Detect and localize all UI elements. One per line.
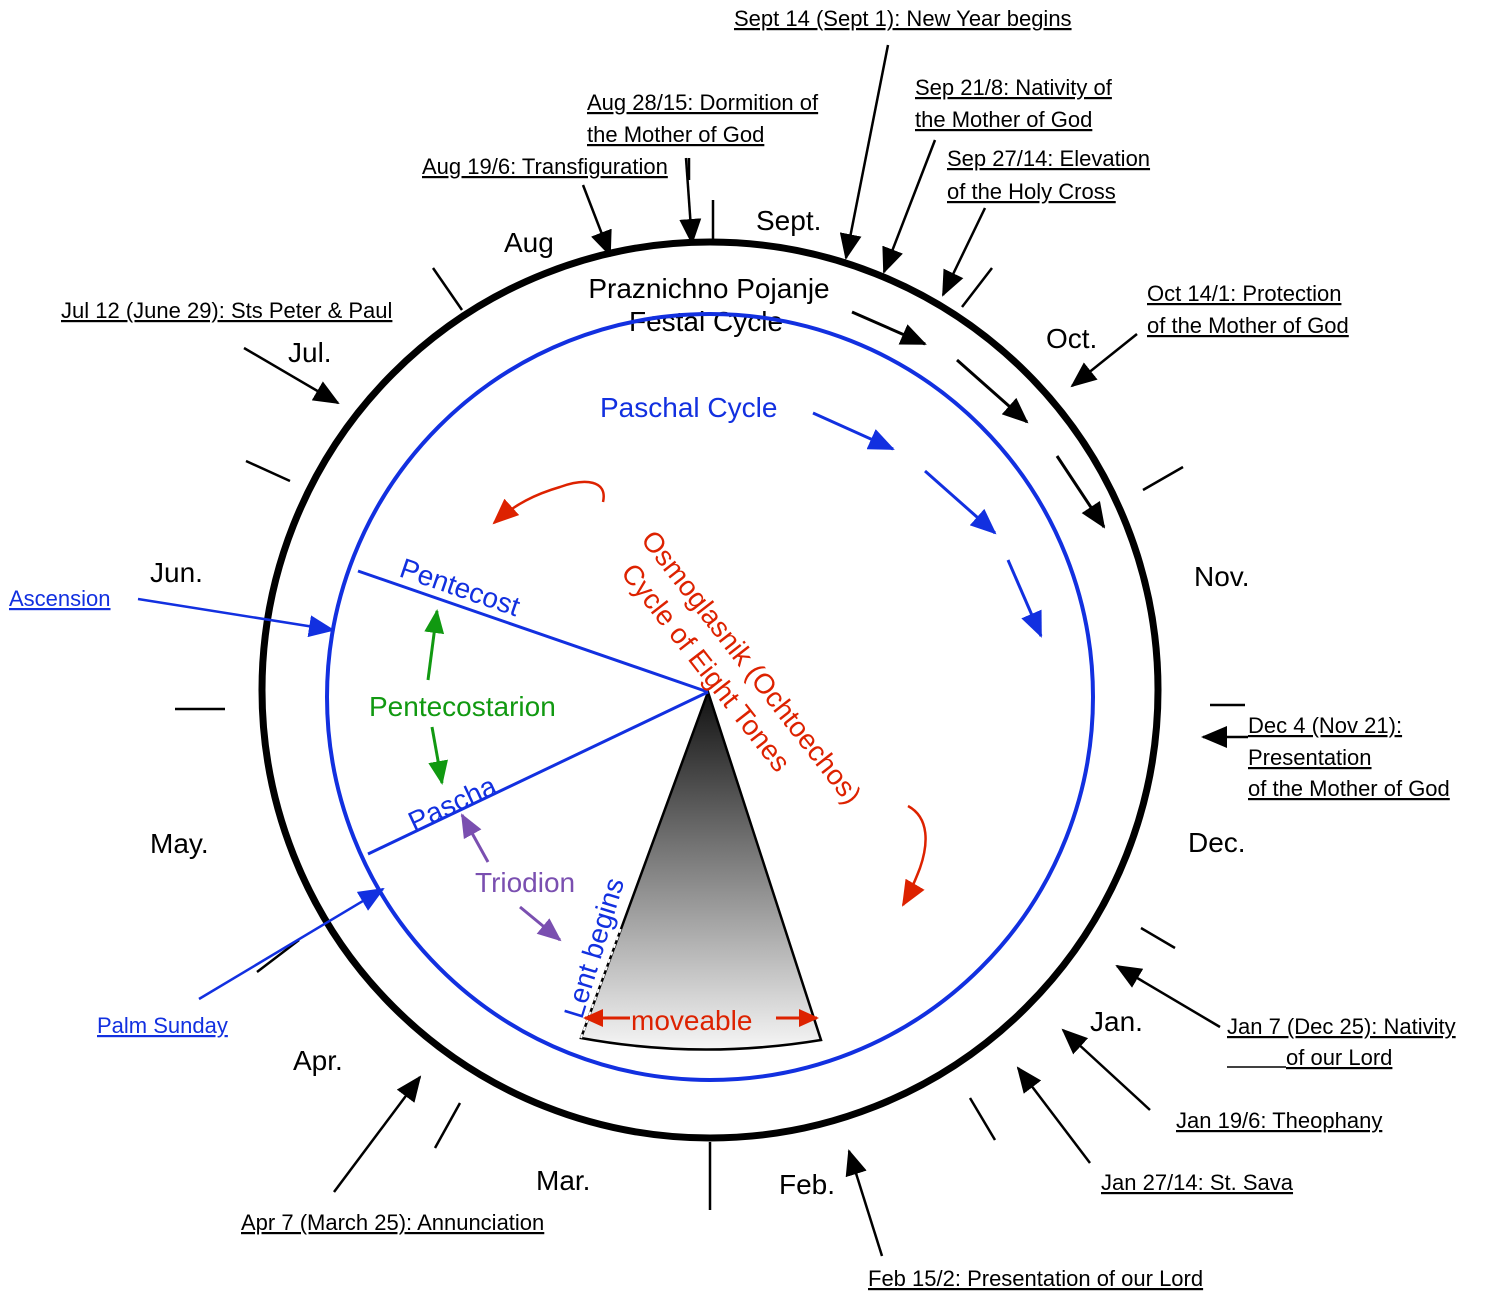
label-dormition-2: the Mother of God <box>587 122 764 147</box>
label-transfiguration: Aug 19/6: Transfiguration <box>422 154 668 179</box>
label-new-year: Sept 14 (Sept 1): New Year begins <box>734 6 1072 31</box>
label-nativity-mog-1: Sep 21/8: Nativity of <box>915 75 1113 100</box>
ascension-arrow <box>137 597 335 638</box>
label-presentation-mog-3: of the Mother of God <box>1248 776 1450 801</box>
arrow-theophany <box>1061 1028 1151 1111</box>
arrow-transfiguration <box>581 184 612 257</box>
palm-sunday-label: Palm Sunday <box>97 1013 228 1038</box>
arrow-nativity-mog <box>882 139 937 274</box>
arrow-annunciation <box>332 1075 422 1193</box>
month-jun: Jun. <box>150 557 203 588</box>
tick-aug <box>431 267 464 311</box>
pentecostarion-arrow-down <box>428 726 448 785</box>
month-apr: Apr. <box>293 1045 343 1076</box>
festal-direction-arrows <box>851 310 1106 529</box>
tick-apr <box>433 1102 462 1149</box>
ascension-label: Ascension <box>9 586 111 611</box>
arrow-nativity-lord <box>1115 964 1221 1029</box>
pentecost-label: Pentecost <box>396 552 524 622</box>
pascha-line <box>367 690 709 856</box>
osmoglasnik-label-1: Osmoglasnik (Ochtoechos) <box>635 525 867 810</box>
label-presentation-mog-2: Presentation <box>1248 745 1372 770</box>
festal-cycle-title-1: Praznichno Pojanje <box>588 273 829 304</box>
label-st-sava: Jan 27/14: St. Sava <box>1101 1170 1294 1195</box>
arrow-protection <box>1070 333 1138 388</box>
triodion-arrow-down <box>519 905 562 942</box>
label-presentation-mog-1: Dec 4 (Nov 21): <box>1248 713 1402 738</box>
label-cross-2: of the Holy Cross <box>947 179 1116 204</box>
arrow-st-sava <box>1016 1066 1091 1164</box>
paschal-direction-arrows <box>812 411 1043 638</box>
label-nativity-lord-1: Jan 7 (Dec 25): Nativity <box>1227 1014 1456 1039</box>
paschal-cycle-title: Paschal Cycle <box>600 392 777 423</box>
month-jan: Jan. <box>1090 1006 1143 1037</box>
label-nativity-mog-2: the Mother of God <box>915 107 1092 132</box>
tick-feb <box>968 1097 997 1141</box>
month-dec: Dec. <box>1188 827 1246 858</box>
month-nov: Nov. <box>1194 561 1250 592</box>
month-may: May. <box>150 828 209 859</box>
triodion-label: Triodion <box>475 867 575 898</box>
label-peter-paul: Jul 12 (June 29): Sts Peter & Paul <box>61 298 392 323</box>
label-theophany: Jan 19/6: Theophany <box>1176 1108 1382 1133</box>
tick-oct <box>961 267 993 308</box>
moveable-label: moveable <box>631 1005 752 1036</box>
festal-cycle-title-2: Festal Cycle <box>629 306 783 337</box>
label-annunciation: Apr 7 (March 25): Annunciation <box>241 1210 544 1235</box>
month-aug: Aug <box>504 227 554 258</box>
moveable-cone <box>579 688 823 1051</box>
osmoglasnik-arrow-top <box>492 480 605 525</box>
tick-nov <box>1142 465 1184 492</box>
month-sept: Sept. <box>756 205 821 236</box>
label-nativity-lord-2: of our Lord <box>1286 1045 1392 1070</box>
arrow-peter-paul <box>243 346 340 405</box>
arrow-presentation-lord <box>845 1149 884 1257</box>
label-dormition-1: Aug 28/15: Dormition of <box>587 90 819 115</box>
month-ticks <box>175 200 1245 1210</box>
label-presentation-lord: Feb 15/2: Presentation of our Lord <box>868 1266 1203 1291</box>
tick-jul <box>245 459 291 483</box>
tick-may <box>256 939 300 973</box>
festal-cycle-circle <box>258 238 1162 1142</box>
palm-sunday-arrow <box>198 887 385 1001</box>
month-jul: Jul. <box>288 337 332 368</box>
paschal-cycle-circle <box>325 312 1095 1082</box>
arrow-cross <box>941 207 987 297</box>
triodion-arrow-up <box>460 813 490 863</box>
osmoglasnik-arrow-bottom <box>901 804 927 907</box>
feast-labels: Sept 14 (Sept 1): New Year begins Sep 21… <box>61 6 1456 1291</box>
arrow-dormition <box>679 157 702 245</box>
month-oct: Oct. <box>1046 323 1097 354</box>
month-feb: Feb. <box>779 1169 835 1200</box>
pentecostarion-label: Pentecostarion <box>369 691 556 722</box>
tick-jan <box>1140 926 1176 950</box>
pentecost-line <box>357 569 709 694</box>
feast-arrows <box>243 44 1248 1257</box>
label-cross-1: Sep 27/14: Elevation <box>947 146 1150 171</box>
month-mar: Mar. <box>536 1165 590 1196</box>
pascha-label: Pascha <box>403 770 501 838</box>
pentecostarion-arrow-up <box>424 609 445 681</box>
arrow-new-year <box>839 44 890 260</box>
label-protection-2: of the Mother of God <box>1147 313 1349 338</box>
label-protection-1: Oct 14/1: Protection <box>1147 281 1341 306</box>
